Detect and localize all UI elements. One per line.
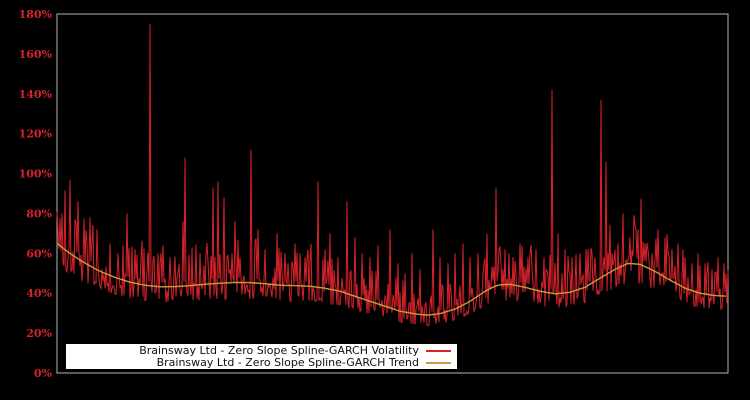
y-axis-tick-label: 80% <box>26 207 52 220</box>
legend-label-volatility: Brainsway Ltd - Zero Slope Spline-GARCH … <box>139 343 419 357</box>
legend-swatch-volatility-line <box>426 349 451 352</box>
legend-label-trend: Brainsway Ltd - Zero Slope Spline-GARCH … <box>156 355 419 369</box>
y-axis-tick-label: 20% <box>26 327 52 340</box>
trend-series-line <box>56 242 727 316</box>
y-axis-tick-label: 60% <box>26 247 52 260</box>
legend-row-trend: Brainsway Ltd - Zero Slope Spline-GARCH … <box>66 355 453 369</box>
y-axis-tick-label: 0% <box>34 367 53 380</box>
y-axis-tick-label: 100% <box>19 168 53 181</box>
y-axis-tick-label: 180% <box>19 8 53 21</box>
chart-legend: Brainsway Ltd - Zero Slope Spline-GARCH … <box>66 344 457 369</box>
y-axis-tick-label: 160% <box>19 48 53 61</box>
volatility-series-line <box>56 23 729 326</box>
legend-row-volatility: Brainsway Ltd - Zero Slope Spline-GARCH … <box>66 343 453 357</box>
y-axis-tick-label: 140% <box>19 88 53 101</box>
legend-swatch-trend-line <box>426 361 451 364</box>
y-axis-tick-label: 40% <box>26 287 52 300</box>
y-axis-tick-label: 120% <box>19 128 53 141</box>
plot-border <box>56 13 729 374</box>
